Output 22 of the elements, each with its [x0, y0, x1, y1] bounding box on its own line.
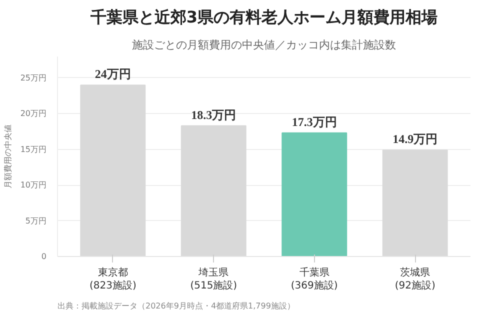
bar: [282, 132, 348, 256]
source-note: 出典：掲載施設データ（2026年9月時点・4都道府県1,799施設）: [58, 302, 295, 310]
y-tick-label: 0: [41, 252, 47, 261]
bar: [80, 84, 146, 256]
y-tick-label: 5万円: [25, 216, 47, 226]
x-tick-label: 東京都 (823施設): [89, 266, 136, 292]
data-label: 17.3万円: [292, 114, 337, 129]
x-tick-label: 埼玉県 (515施設): [190, 266, 238, 292]
chart-title: 千葉県と近郊3県の有料老人ホーム月額費用相場: [89, 8, 438, 26]
x-tick-label: 茨城県 (92施設): [394, 266, 436, 292]
bar: [382, 150, 448, 256]
data-label: 18.3万円: [191, 108, 236, 122]
data-label: 14.9万円: [392, 132, 438, 146]
y-tick-label: 25万円: [20, 73, 47, 82]
data-label: 24万円: [94, 67, 131, 82]
y-tick-label: 20万円: [20, 109, 47, 118]
x-tick-label: 千葉県 (369施設): [290, 266, 338, 292]
bar: [180, 125, 246, 256]
y-tick-label: 15万円: [20, 144, 47, 154]
chart-subtitle: 施設ごとの月額費用の中央値／カッコ内は集計施設数: [132, 38, 396, 52]
y-tick-label: 10万円: [20, 180, 47, 190]
y-axis-title: 月額費用の中央値: [3, 124, 12, 188]
